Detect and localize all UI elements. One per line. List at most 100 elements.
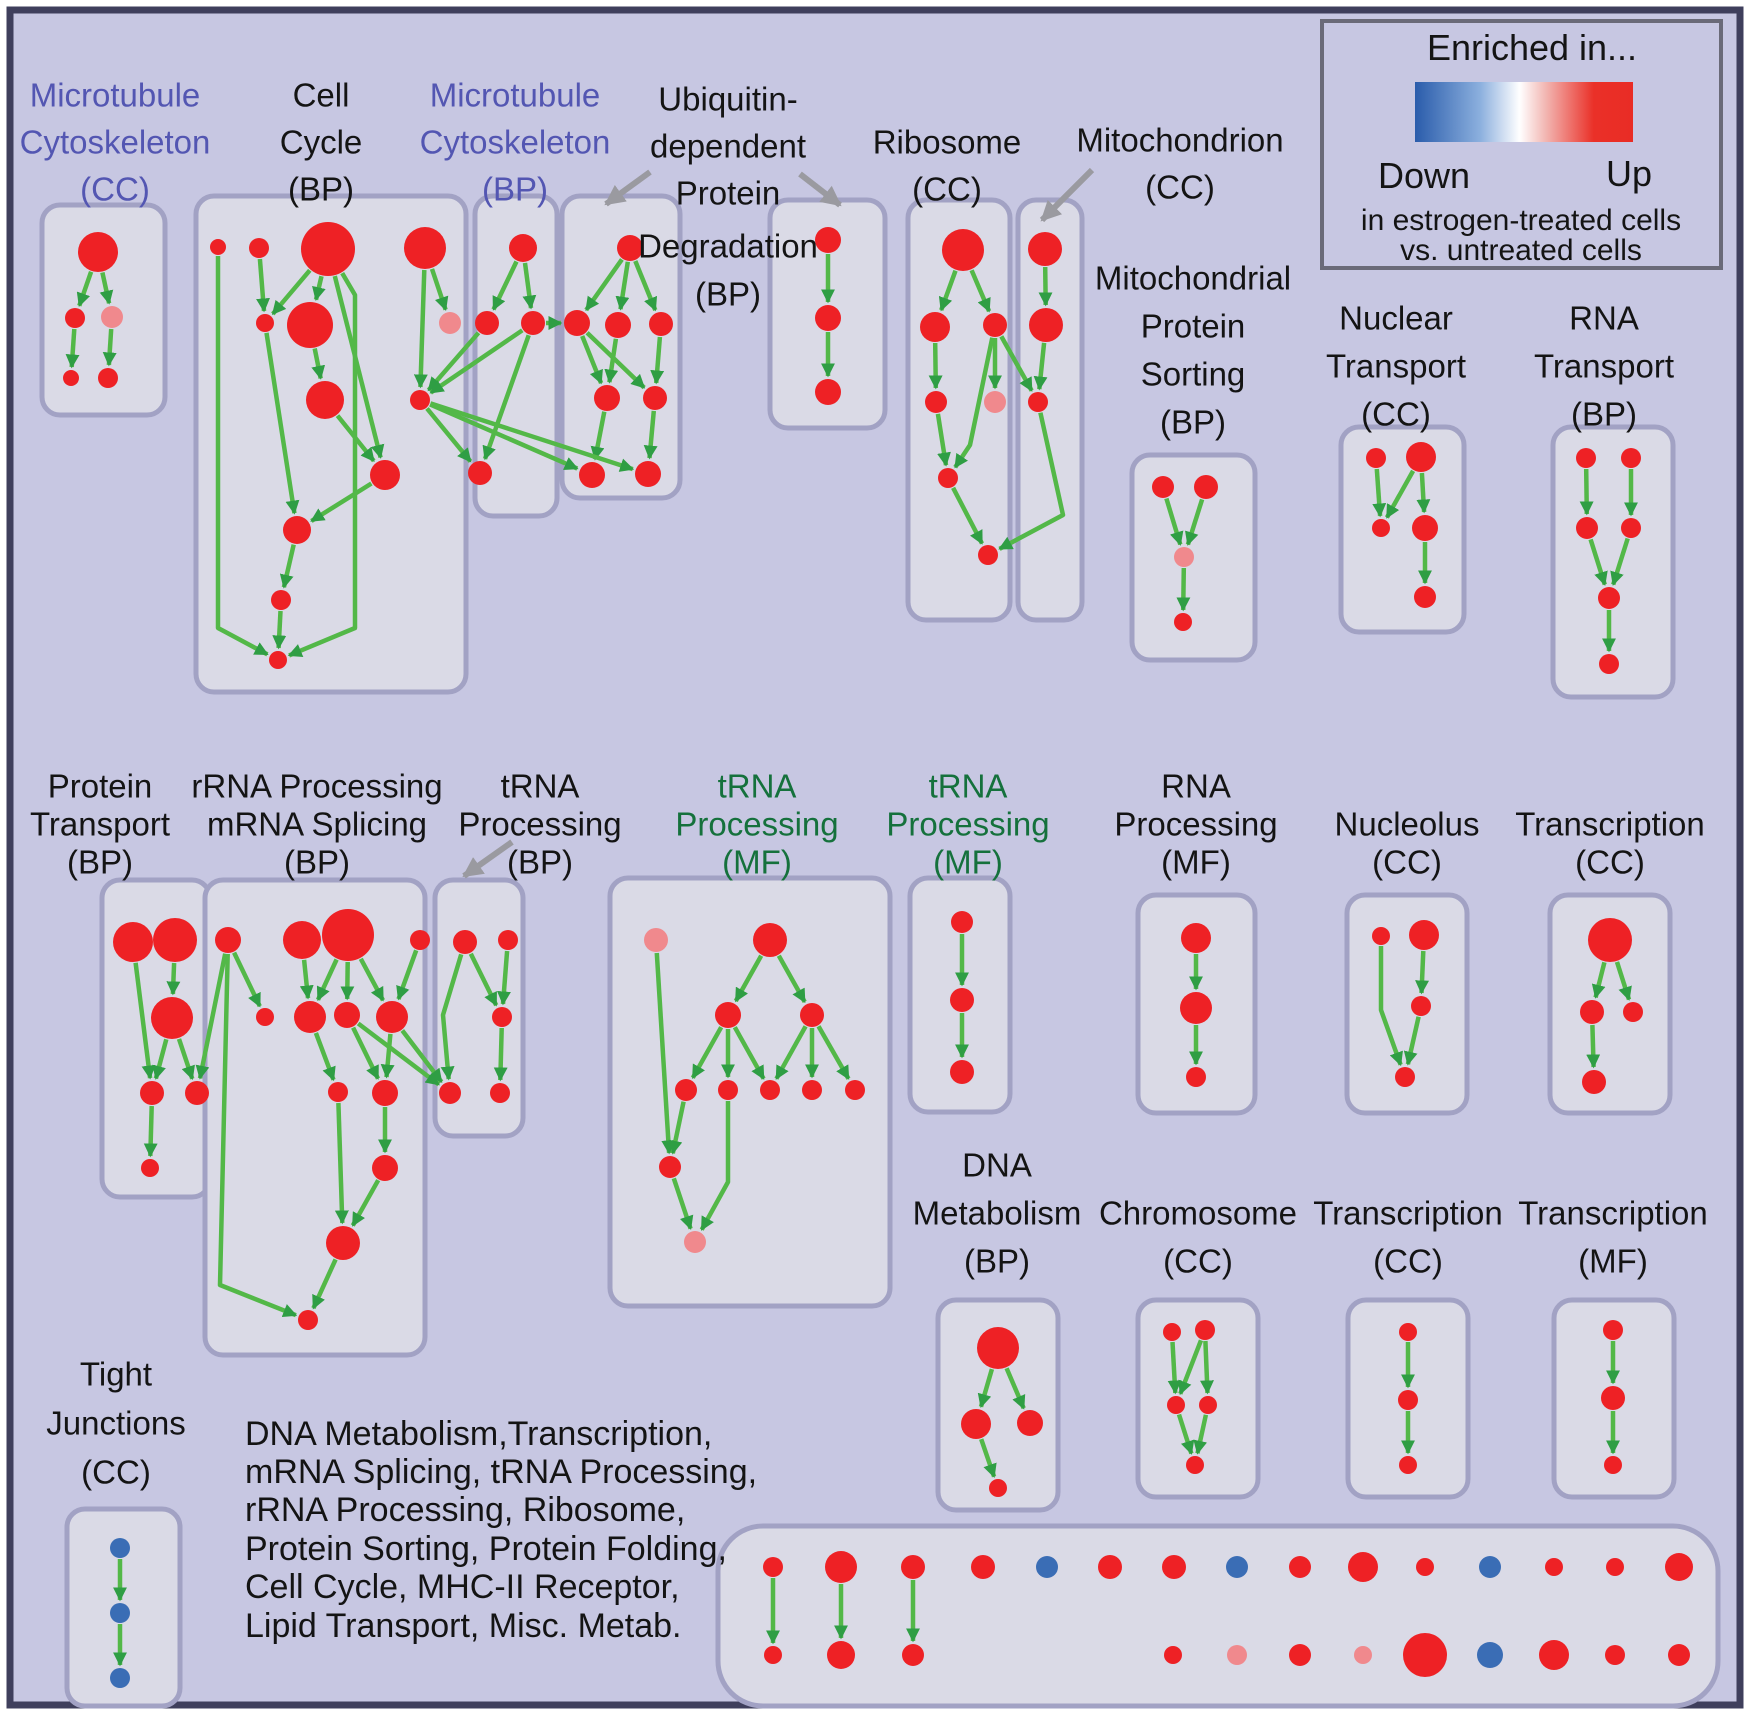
node-red — [605, 312, 631, 338]
node-red — [1411, 996, 1431, 1016]
node-red — [1545, 1558, 1563, 1576]
node-red — [249, 238, 269, 258]
node-red — [1605, 1645, 1625, 1665]
node-red — [306, 381, 344, 419]
node-red — [1289, 1556, 1311, 1578]
node-red — [283, 516, 311, 544]
node-red — [63, 370, 79, 386]
edge — [232, 951, 262, 1008]
edge — [690, 1026, 724, 1080]
node-red — [825, 1551, 857, 1583]
node-red — [1366, 448, 1386, 468]
node-red — [951, 911, 973, 933]
node-red — [802, 1080, 822, 1100]
node-red — [1017, 1410, 1043, 1436]
node-red — [151, 997, 193, 1039]
annotation-arrow — [462, 839, 514, 879]
node-red — [1621, 448, 1641, 468]
node-red — [215, 927, 241, 953]
node-pink — [644, 928, 668, 952]
node-red — [1028, 232, 1062, 266]
node-red — [1180, 992, 1212, 1024]
node-red — [983, 313, 1007, 337]
node-red — [971, 1555, 995, 1579]
node-red — [643, 386, 667, 410]
edge — [299, 959, 314, 1000]
node-pink — [1174, 547, 1194, 567]
node-red — [1588, 918, 1632, 962]
node-red — [902, 1644, 924, 1666]
node-red — [301, 222, 355, 276]
edge — [977, 1368, 995, 1409]
edge — [315, 958, 339, 1002]
edge — [491, 260, 519, 311]
node-red — [65, 308, 85, 328]
edge — [979, 1438, 997, 1479]
node-red — [579, 462, 605, 488]
node-blue — [1036, 1556, 1058, 1578]
edge — [143, 1105, 158, 1158]
edge — [1176, 567, 1191, 612]
node-blue — [110, 1538, 130, 1558]
node-red — [1599, 654, 1619, 674]
edge — [152, 1038, 169, 1080]
node-red — [498, 930, 518, 950]
node-pink — [1227, 1645, 1247, 1665]
edge — [1610, 537, 1630, 586]
edge — [312, 275, 326, 302]
node-red — [1348, 1552, 1378, 1582]
edge — [951, 486, 984, 545]
node-red — [372, 1155, 398, 1181]
edge — [935, 413, 951, 467]
node-red — [1398, 1390, 1418, 1410]
node-red — [961, 1409, 991, 1439]
node-red — [1098, 1555, 1122, 1579]
node-blue — [110, 1668, 130, 1688]
edge — [76, 271, 94, 308]
annotation-arrow — [798, 171, 842, 208]
node-red — [256, 1008, 274, 1026]
node-red — [210, 239, 226, 255]
edge — [429, 402, 579, 471]
node-red — [287, 302, 333, 348]
node-red — [475, 311, 499, 335]
edge — [358, 957, 385, 1002]
edge — [774, 1025, 808, 1080]
node-red — [294, 1001, 326, 1033]
edge — [1200, 1340, 1214, 1395]
node-red — [140, 1081, 164, 1105]
node-red — [1289, 1644, 1311, 1666]
node-red — [617, 235, 643, 261]
node-red — [271, 590, 291, 610]
node-red — [1403, 1633, 1447, 1677]
node-red — [827, 1641, 855, 1669]
node-red — [78, 232, 118, 272]
edge — [998, 412, 1066, 551]
node-red — [753, 923, 787, 957]
node-red — [185, 1081, 209, 1105]
node-red — [1604, 1456, 1622, 1474]
edge — [654, 952, 676, 1155]
edge — [938, 269, 958, 312]
node-red — [659, 1156, 681, 1178]
node-red — [1606, 1558, 1624, 1576]
node-red — [1406, 442, 1436, 472]
node-red — [1576, 448, 1596, 468]
edge — [380, 1033, 395, 1079]
node-pink — [984, 391, 1006, 413]
edge — [1178, 1339, 1204, 1396]
node-red — [1601, 1386, 1625, 1410]
edge — [356, 1021, 441, 1087]
node-red — [1414, 586, 1436, 608]
edge — [650, 336, 665, 385]
edge — [279, 544, 296, 589]
edge — [732, 1026, 766, 1080]
edge — [1167, 1341, 1182, 1395]
edge — [176, 1038, 195, 1081]
node-red — [269, 651, 287, 669]
node-red — [760, 1080, 780, 1100]
edge — [1372, 468, 1387, 518]
node-red — [1164, 1646, 1182, 1664]
node-red — [509, 234, 537, 262]
